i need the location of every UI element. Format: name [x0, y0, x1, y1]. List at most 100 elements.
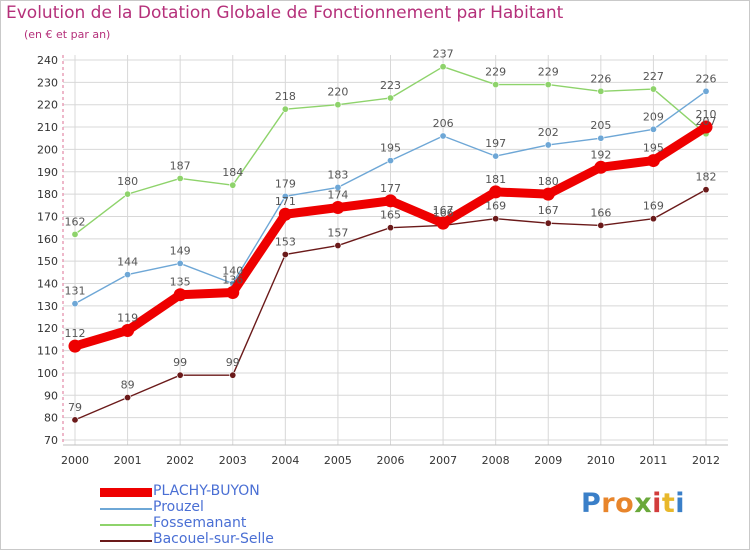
data-point-bacouel-sur-selle [229, 371, 237, 379]
data-label-plachy-buyon: 192 [590, 148, 611, 161]
data-label-prouzel: 179 [275, 177, 296, 190]
x-tick-label: 2005 [324, 454, 352, 467]
logo-letter: P [581, 488, 602, 519]
data-point-fossemanant [597, 87, 605, 95]
data-label-bacouel-sur-selle: 79 [68, 401, 82, 414]
logo-letter: o [615, 488, 635, 519]
data-label-plachy-buyon: 180 [538, 175, 559, 188]
logo-letter: x [634, 488, 653, 519]
y-tick-label: 140 [37, 278, 58, 291]
data-point-plachy-buyon [699, 120, 713, 134]
data-point-plachy-buyon [646, 154, 660, 168]
x-tick-label: 2003 [219, 454, 247, 467]
data-point-prouzel [649, 125, 657, 133]
data-label-fossemanant: 218 [275, 90, 296, 103]
data-label-plachy-buyon: 167 [433, 204, 454, 217]
legend-label-prouzel: Prouzel [153, 499, 204, 515]
legend-swatch-plachy-buyon [100, 488, 152, 497]
logo-letter: i [675, 488, 686, 519]
y-tick-label: 110 [37, 345, 58, 358]
data-point-prouzel [176, 259, 184, 267]
data-label-bacouel-sur-selle: 169 [643, 200, 664, 213]
data-point-fossemanant [124, 190, 132, 198]
logo-letter: r [601, 488, 616, 519]
x-tick-label: 2000 [61, 454, 89, 467]
data-point-plachy-buyon [541, 187, 555, 201]
legend-label-plachy-buyon: PLACHY-BUYON [153, 483, 260, 499]
x-tick-label: 2008 [482, 454, 510, 467]
y-tick-label: 100 [37, 367, 58, 380]
y-tick-label: 190 [37, 166, 58, 179]
data-point-bacouel-sur-selle [71, 416, 79, 424]
legend-label-fossemanant: Fossemanant [153, 515, 247, 531]
data-label-plachy-buyon: 181 [485, 173, 506, 186]
data-label-bacouel-sur-selle: 166 [433, 206, 454, 219]
x-tick-label: 2007 [429, 454, 457, 467]
data-point-plachy-buyon [384, 194, 397, 208]
data-label-fossemanant: 229 [485, 66, 506, 79]
data-label-plachy-buyon: 136 [222, 273, 243, 286]
data-point-prouzel [702, 87, 710, 95]
data-point-prouzel [386, 157, 394, 165]
data-point-fossemanant [439, 63, 447, 71]
data-label-plachy-buyon: 174 [327, 189, 348, 202]
data-label-prouzel: 149 [170, 244, 191, 257]
data-point-bacouel-sur-selle [492, 215, 500, 223]
data-label-plachy-buyon: 195 [643, 142, 664, 155]
data-label-prouzel: 144 [117, 256, 138, 269]
data-point-prouzel [281, 192, 289, 200]
data-point-fossemanant [334, 101, 342, 109]
y-tick-label: 120 [37, 322, 58, 335]
data-label-prouzel: 197 [485, 137, 506, 150]
x-tick-label: 2002 [166, 454, 194, 467]
x-tick-label: 2001 [114, 454, 142, 467]
logo-letter: t [661, 488, 676, 519]
data-point-fossemanant [281, 105, 289, 113]
legend-swatch-prouzel [100, 508, 152, 510]
data-point-bacouel-sur-selle [176, 371, 184, 379]
y-tick-label: 160 [37, 233, 58, 246]
data-point-prouzel [124, 271, 132, 279]
data-point-prouzel [597, 134, 605, 142]
data-point-bacouel-sur-selle [386, 224, 394, 232]
data-label-fossemanant: 237 [433, 48, 454, 61]
data-point-bacouel-sur-selle [597, 221, 605, 229]
axis-layer: 7080901001101201301401501601701801902002… [37, 54, 728, 467]
grid-layer [63, 55, 728, 445]
x-tick-label: 2006 [377, 454, 405, 467]
series-layer [68, 63, 713, 424]
data-label-prouzel: 140 [222, 265, 243, 278]
data-label-bacouel-sur-selle: 182 [696, 171, 717, 184]
data-point-bacouel-sur-selle [649, 215, 657, 223]
data-point-fossemanant [71, 230, 79, 238]
data-point-fossemanant [492, 81, 500, 89]
y-tick-label: 150 [37, 255, 58, 268]
x-tick-label: 2011 [639, 454, 667, 467]
data-label-fossemanant: 162 [65, 215, 86, 228]
y-tick-label: 80 [44, 412, 58, 425]
data-point-prouzel [439, 132, 447, 140]
data-point-plachy-buyon [226, 285, 240, 299]
data-label-prouzel: 209 [643, 110, 664, 123]
data-label-prouzel: 183 [327, 168, 348, 181]
y-tick-label: 210 [37, 121, 58, 134]
data-label-plachy-buyon: 171 [275, 195, 296, 208]
y-tick-label: 130 [37, 300, 58, 313]
data-label-prouzel: 205 [590, 119, 611, 132]
data-point-prouzel [334, 183, 342, 191]
data-point-fossemanant [176, 174, 184, 182]
chart-title: Evolution de la Dotation Globale de Fonc… [6, 3, 564, 23]
y-tick-label: 240 [37, 54, 58, 67]
data-label-bacouel-sur-selle: 99 [226, 356, 240, 369]
data-point-fossemanant [386, 94, 394, 102]
data-point-bacouel-sur-selle [281, 250, 289, 258]
x-tick-label: 2010 [587, 454, 615, 467]
y-tick-label: 90 [44, 389, 58, 402]
proxiti-logo: Proxiti [581, 488, 685, 519]
data-point-bacouel-sur-selle [544, 219, 552, 227]
data-label-fossemanant: 226 [590, 72, 611, 85]
legend-swatch-bacouel-sur-selle [100, 540, 152, 542]
x-tick-label: 2004 [271, 454, 299, 467]
plot-area [63, 55, 728, 445]
